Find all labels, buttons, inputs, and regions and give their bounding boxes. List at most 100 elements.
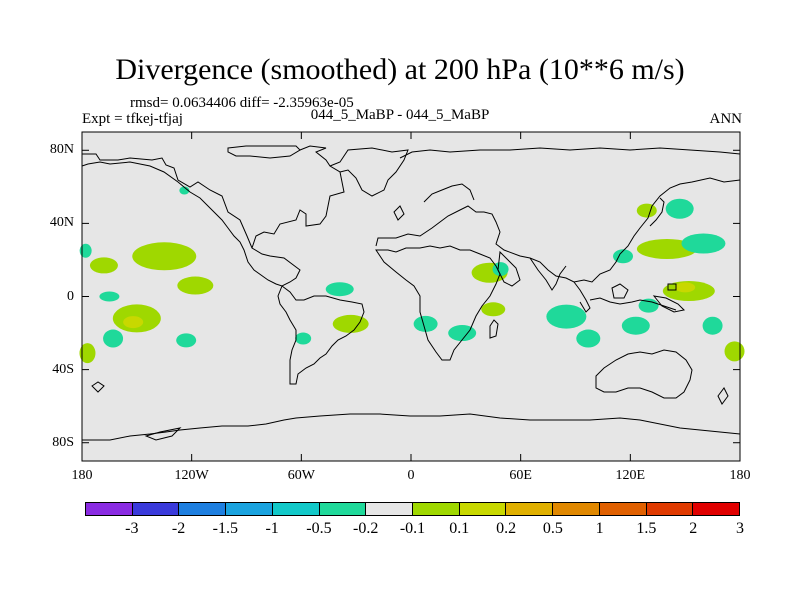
coastline-arctic-islands	[227, 145, 301, 159]
divergence-region	[576, 329, 601, 348]
coastline-new-guinea	[652, 295, 686, 313]
coastline-europe-north	[423, 183, 475, 203]
coastline-greenland	[329, 147, 409, 197]
colorbar-label: -3	[125, 520, 139, 537]
divergence-region	[621, 316, 650, 335]
divergence-region	[546, 304, 587, 329]
colorbar-label: -0.5	[306, 520, 332, 537]
colorbar-swatch	[179, 503, 227, 515]
colorbar-label: -0.1	[399, 520, 426, 537]
coastline-north-america	[81, 153, 301, 287]
season-label: ANN	[709, 111, 743, 127]
coastlines	[81, 145, 741, 441]
divergence-region	[636, 203, 657, 218]
rmsd-diff-text: rmsd= 0.0634406 diff= -2.35963e-05	[130, 95, 354, 111]
coastline-hudson	[251, 145, 345, 249]
colorbar-swatch	[319, 503, 367, 515]
lat-tick-label: 80N	[49, 142, 74, 158]
colorbar-label: -2	[171, 520, 186, 537]
colorbar-label: -1	[265, 520, 279, 537]
colorbar-swatch	[646, 503, 694, 515]
divergence-region	[413, 315, 438, 332]
divergence-region	[492, 262, 509, 277]
lat-tick-label: 40S	[52, 361, 74, 377]
colorbar-swatch	[506, 503, 554, 515]
divergence-region	[79, 243, 92, 258]
coastline-south-islands	[91, 381, 105, 393]
coastline-madagascar	[489, 319, 499, 339]
divergence-region	[89, 257, 118, 274]
coastline-indonesia	[589, 297, 677, 311]
colorbar-label: -0.2	[353, 520, 379, 537]
axis-ticks	[81, 132, 741, 461]
coastline-japan	[649, 197, 665, 227]
coastline-new-zealand	[717, 387, 729, 405]
lat-tick-label: 80S	[52, 434, 74, 450]
colorbar-label: 3	[736, 520, 744, 537]
lat-tick-label: 40N	[49, 215, 74, 231]
coastline-australia	[595, 349, 693, 399]
lon-tick-label: 60W	[287, 468, 315, 483]
divergence-region	[332, 314, 369, 333]
divergence-region	[448, 325, 477, 342]
lat-tick-label: 0	[67, 288, 74, 304]
lon-tick-label: 180	[71, 468, 93, 483]
divergence-region	[295, 332, 312, 345]
coastline-south-america	[277, 285, 365, 385]
colorbar-swatch	[226, 503, 273, 515]
divergence-region	[665, 198, 694, 219]
experiment-text: Expt = tfkej-tfjaj	[82, 111, 183, 127]
map-background	[82, 132, 740, 461]
coastline-arctic-eurasia	[399, 147, 741, 159]
case-names-text: 044_5_MaBP - 044_5_MaBP	[310, 107, 490, 123]
colorbar-label: 1	[595, 520, 604, 537]
colorbar-swatch	[553, 503, 600, 515]
divergence-region	[613, 249, 634, 264]
coastline-borneo	[611, 283, 629, 299]
colorbar-swatch	[86, 503, 133, 515]
colorbar-label: 2	[689, 520, 698, 537]
divergence-region	[79, 343, 96, 364]
coastline-india	[529, 257, 567, 291]
coastline-se-asia	[573, 281, 591, 313]
divergence-region	[177, 276, 214, 295]
divergence-region	[325, 282, 354, 297]
divergence-region	[481, 302, 506, 317]
coastline-arabia	[497, 250, 521, 287]
divergence-region	[681, 233, 726, 254]
coastline-uk	[393, 205, 405, 221]
divergence-region	[176, 333, 197, 348]
coastline-antarctica	[82, 413, 741, 441]
colorbar-label: 1.5	[636, 520, 657, 537]
divergence-region	[179, 186, 190, 195]
colorbar-swatch	[132, 503, 180, 515]
lon-tick-label: 120E	[615, 468, 646, 483]
divergence-region	[123, 316, 144, 329]
colorbar-swatch	[459, 503, 507, 515]
coastline-eurasia	[375, 177, 741, 283]
lon-tick-label: 60E	[509, 468, 532, 483]
plot-title: Divergence (smoothed) at 200 hPa (10**6 …	[115, 53, 685, 86]
colorbar-swatch	[599, 503, 647, 515]
lon-tick-label: 120W	[174, 468, 209, 483]
divergence-region	[702, 316, 723, 335]
colorbar-swatch	[413, 503, 460, 515]
colorbar-swatch	[693, 503, 740, 515]
lon-tick-label: 0	[407, 468, 415, 483]
colorbar-swatch	[366, 503, 414, 515]
colorbar-label: 0.2	[496, 520, 517, 537]
colorbar	[85, 502, 740, 516]
colorbar-swatch	[272, 503, 320, 515]
colorbar-label: 0.1	[449, 520, 470, 537]
coastline-africa	[375, 245, 501, 361]
coastline-antarctica-peninsula	[144, 427, 182, 441]
colorbar-label: -1.5	[212, 520, 238, 537]
divergence-region	[724, 341, 745, 362]
colorbar-label: 0.5	[542, 520, 563, 537]
divergence-region	[675, 282, 696, 293]
lon-tick-label: 180	[729, 468, 751, 483]
coastline-japan-small	[667, 283, 677, 291]
divergence-region	[132, 242, 197, 271]
divergence-region	[99, 291, 120, 302]
